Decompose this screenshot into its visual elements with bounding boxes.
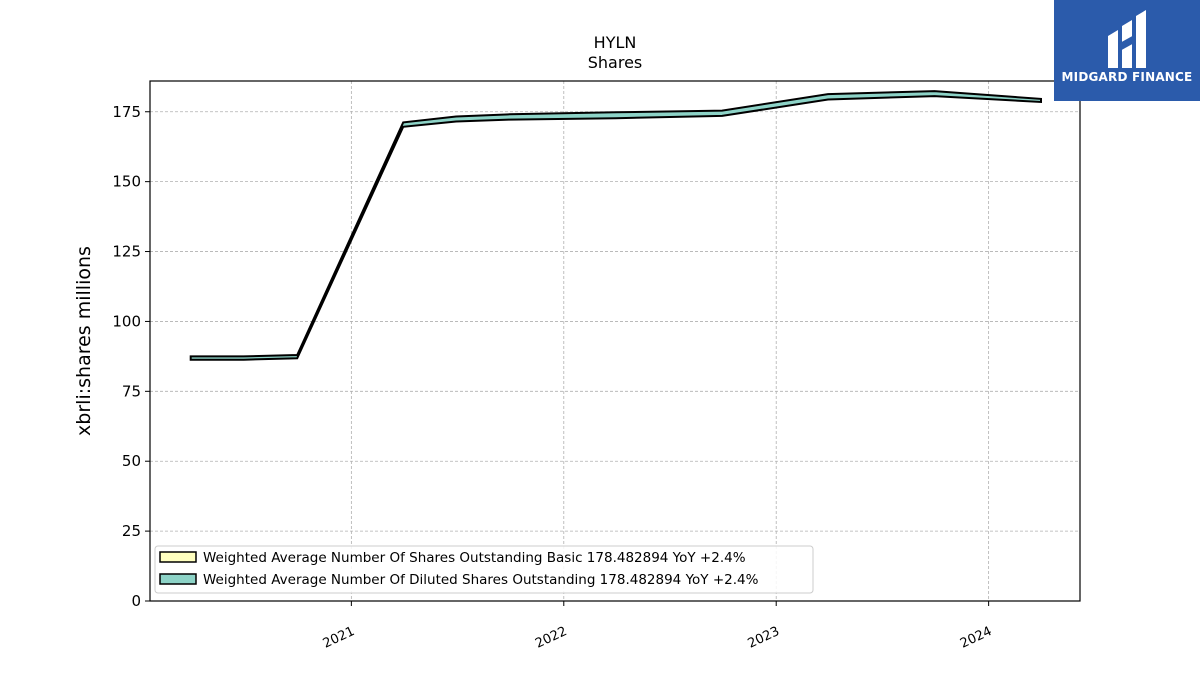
data-point-1-4 (456, 116, 457, 117)
data-point-0-5 (509, 119, 510, 120)
logo-mark-icon (1108, 10, 1146, 68)
x-tick-label: 2021 (321, 624, 357, 652)
data-point-0-6 (615, 118, 616, 119)
chart-subtitle: Shares (588, 53, 643, 72)
data-point-0-3 (403, 126, 404, 127)
data-point-0-7 (721, 115, 722, 116)
data-point-0-1 (243, 359, 244, 360)
legend: Weighted Average Number Of Shares Outsta… (154, 545, 814, 594)
plot-frame (149, 80, 1081, 602)
legend-label-0: Weighted Average Number Of Shares Outsta… (203, 550, 746, 566)
x-tick-label: 2024 (958, 624, 994, 652)
axis-layer: 0 25 50 75 100 125 150 175 2021 2022 2023 2024 (112, 103, 994, 652)
y-tick-label: 50 (122, 452, 141, 470)
data-point-1-0 (190, 356, 191, 357)
data-point-1-7 (721, 110, 722, 111)
data-point-1-3 (403, 122, 404, 123)
data-point-0-10 (1040, 101, 1041, 102)
data-point-0-8 (827, 99, 828, 100)
series-band-diluted (189, 90, 1042, 361)
y-tick-label: 25 (122, 522, 141, 540)
y-tick-label: 175 (112, 103, 141, 121)
data-point-1-2 (297, 354, 298, 355)
series-layer (189, 90, 1042, 361)
y-axis-label: xbrli:shares millions (73, 246, 95, 436)
legend-box (154, 545, 814, 594)
data-point-0-9 (934, 95, 935, 96)
data-point-1-5 (509, 114, 510, 115)
grid-layer (150, 81, 1080, 602)
y-tick-label: 125 (112, 243, 141, 261)
y-tick-label: 100 (112, 312, 141, 330)
y-tick-label: 150 (112, 173, 141, 191)
x-tick-label: 2022 (533, 624, 569, 652)
data-point-1-10 (1040, 98, 1041, 99)
midgard-finance-logo: MIDGARD FINANCE (1054, 0, 1200, 101)
legend-label-1: Weighted Average Number Of Diluted Share… (203, 572, 759, 588)
logo-text: MIDGARD FINANCE (1061, 70, 1193, 84)
data-point-1-9 (934, 90, 935, 91)
data-point-0-4 (456, 121, 457, 122)
data-point-0-2 (297, 358, 298, 359)
chart-title: HYLN (594, 33, 637, 52)
x-tick-label: 2023 (746, 624, 782, 652)
data-point-1-8 (827, 94, 828, 95)
y-tick-label: 75 (122, 382, 141, 400)
data-point-0-0 (190, 359, 191, 360)
data-point-1-1 (243, 356, 244, 357)
y-tick-label: 0 (131, 592, 141, 610)
data-point-1-6 (615, 112, 616, 113)
legend-swatch-0 (159, 551, 197, 563)
legend-swatch-1 (159, 573, 197, 585)
